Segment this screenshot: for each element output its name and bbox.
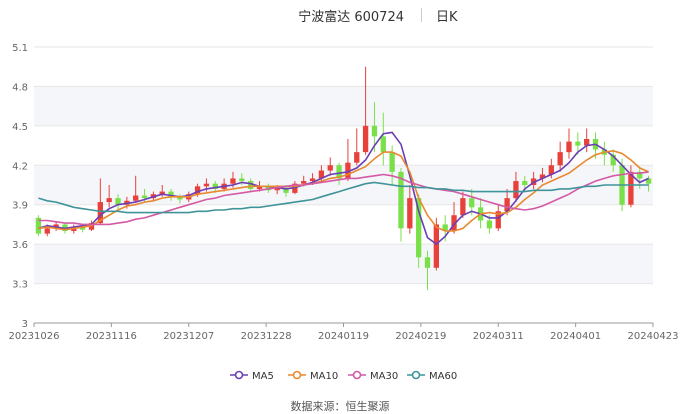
candle-body: [566, 141, 572, 153]
candle-body: [256, 186, 263, 189]
candle-body: [309, 178, 316, 182]
candle-body: [486, 220, 493, 229]
candle-body: [35, 217, 42, 234]
candle-body: [354, 152, 360, 163]
legend-marker: [234, 370, 244, 380]
x-tick-label: 20240311: [473, 331, 524, 342]
candle-body: [548, 165, 554, 175]
legend-marker: [352, 370, 362, 380]
y-tick-label: 4.8: [12, 82, 28, 93]
candle-body: [336, 165, 342, 179]
candle-body: [362, 125, 369, 153]
candle-body: [115, 198, 121, 205]
grid-band: [34, 86, 653, 126]
candle-body: [159, 191, 165, 195]
candle-body: [584, 139, 590, 146]
ma60-line: [38, 181, 649, 214]
legend-item-ma30: MA30: [348, 370, 398, 382]
candle-body: [301, 181, 307, 184]
candle-body: [106, 198, 112, 203]
legend-label: MA60: [429, 371, 457, 382]
legend-item-ma60: MA60: [407, 370, 457, 382]
candle-body: [610, 154, 616, 166]
candle-body: [513, 181, 519, 199]
x-tick-label: 20231228: [241, 331, 292, 342]
x-tick-label: 20231116: [86, 331, 137, 342]
candle-body: [504, 198, 510, 212]
candle-body: [469, 198, 475, 208]
ma30-line: [38, 171, 649, 226]
candle-body: [79, 227, 86, 230]
y-tick-label: 3.3: [12, 280, 28, 291]
candle-body: [495, 211, 501, 229]
candle-body: [44, 228, 50, 234]
data-source-note: 数据来源：恒生聚源: [290, 400, 390, 413]
candle-body: [407, 198, 413, 229]
candle-body: [460, 198, 466, 216]
candle-body: [327, 165, 333, 171]
candle-body: [645, 178, 652, 184]
legend-label: MA5: [252, 371, 274, 382]
candle-body: [451, 215, 457, 231]
legend-item-ma5: MA5: [230, 370, 274, 382]
candle-body: [424, 257, 431, 268]
candle-body: [230, 178, 236, 184]
ma10-line: [38, 149, 649, 232]
legend-item-ma10: MA10: [288, 370, 338, 382]
candle-body: [539, 174, 546, 179]
x-tick-label: 20240401: [550, 331, 601, 342]
candle-body: [239, 178, 245, 182]
candle-body: [168, 191, 174, 197]
candle-body: [557, 152, 563, 166]
candle-body: [141, 195, 148, 199]
candle-body: [274, 187, 280, 191]
y-tick-label: 5.1: [12, 43, 28, 54]
candle-body: [177, 196, 183, 200]
candle-body: [203, 183, 210, 187]
candle-body: [133, 195, 139, 201]
legend-marker: [411, 370, 421, 380]
y-tick-label: 3.6: [12, 240, 28, 251]
candle-body: [345, 162, 351, 179]
chart-period-label: 日K: [436, 10, 458, 25]
candle-body: [97, 202, 103, 224]
legend-label: MA10: [310, 371, 338, 382]
candle-body: [416, 198, 422, 258]
chart-title: 宁波富达 600724: [298, 10, 404, 25]
candle-body: [194, 186, 201, 195]
candle-body: [283, 187, 289, 193]
candle-body: [637, 171, 643, 179]
candle-body: [371, 125, 378, 137]
candle-body: [212, 183, 218, 189]
title-separator: [421, 8, 422, 22]
candle-body: [522, 181, 528, 185]
y-tick-label: 3.9: [12, 201, 28, 212]
candle-body: [628, 171, 634, 205]
chart-header: 宁波富达 600724 日K: [0, 5, 680, 25]
candle-body: [442, 224, 448, 231]
legend-marker: [292, 370, 302, 380]
x-tick-label: 20231207: [163, 331, 214, 342]
candle-body: [433, 224, 440, 268]
candle-body: [575, 141, 581, 146]
candle-body: [318, 170, 325, 179]
candle-body: [389, 152, 395, 172]
grid-band: [34, 244, 653, 284]
ma5-line: [38, 131, 649, 246]
x-tick-label: 20240423: [628, 331, 679, 342]
y-tick-label: 4.5: [12, 122, 28, 133]
candle-body: [247, 181, 254, 189]
x-tick-label: 20231026: [9, 331, 60, 342]
y-tick-label: 3: [22, 319, 28, 330]
y-tick-label: 4.2: [12, 161, 28, 172]
x-tick-label: 20240119: [318, 331, 369, 342]
legend-label: MA30: [370, 371, 398, 382]
x-tick-label: 20240219: [395, 331, 446, 342]
candle-body: [380, 136, 386, 153]
candle-body: [398, 171, 404, 229]
